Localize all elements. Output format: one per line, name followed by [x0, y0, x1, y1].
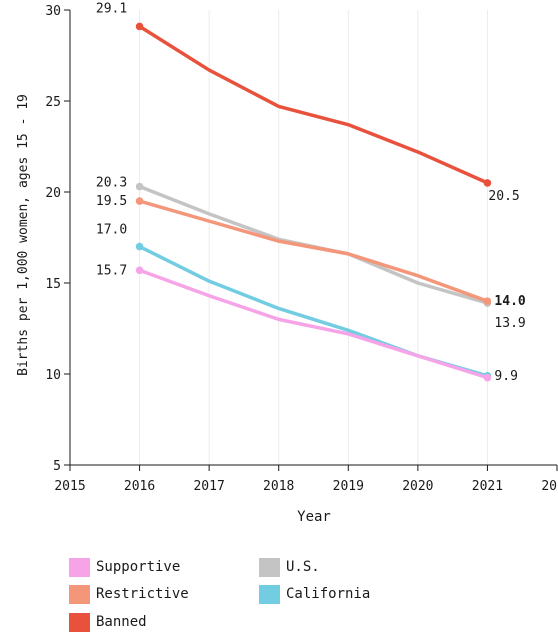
point-u-s [135, 182, 144, 191]
series-lines [135, 22, 492, 382]
point-supportive [135, 266, 144, 275]
point-supportive [483, 373, 492, 382]
data-label: 20.3 [96, 176, 127, 191]
legend-item-california: California [259, 584, 370, 604]
legend-label: Restrictive [96, 586, 189, 602]
grid-lines [139, 10, 488, 465]
x-tick-label: 2018 [263, 479, 294, 494]
series-line-restrictive [137, 199, 490, 303]
x-tick-label: 2022 [541, 479, 558, 494]
y-tick-label: 10 [45, 368, 61, 383]
legend-item-supportive: Supportive [69, 557, 180, 577]
data-label: 19.5 [96, 194, 127, 209]
y-tick-label: 25 [45, 95, 61, 110]
data-labels: 29.1 20.3 19.5 17.0 15.7 20.5 14.0 13.9 9.9 [96, 1, 526, 383]
legend-item-banned: Banned [69, 612, 147, 632]
legend-swatch [259, 584, 280, 604]
legend-item-restrictive: Restrictive [69, 584, 189, 604]
point-california [135, 242, 144, 251]
data-label: 15.7 [96, 263, 127, 278]
point-banned [135, 22, 144, 31]
y-axis-label: Births per 1,000 women, ages 15 - 19 [16, 94, 31, 376]
point-banned [483, 179, 492, 187]
x-tick-label: 2017 [193, 479, 224, 494]
x-tick-label: 2021 [472, 479, 503, 494]
axes: 2015 2016 2017 2018 2019 2020 2021 2022 5 10 15 20 2… [45, 4, 558, 494]
x-axis-label: Year [297, 509, 331, 525]
series-line-california [137, 244, 490, 378]
data-label: 13.9 [494, 316, 525, 331]
y-tick-label: 30 [45, 4, 61, 19]
series-line-u-s [137, 184, 490, 305]
data-label: 14.0 [494, 294, 525, 309]
legend-label: California [286, 586, 371, 602]
data-label: 29.1 [96, 1, 127, 16]
point-restrictive [135, 197, 144, 205]
data-label: 17.0 [96, 223, 127, 238]
data-label: 20.5 [488, 189, 519, 204]
line-chart: 2015 2016 2017 2018 2019 2020 2021 2022 5 10 15 20 2… [16, 1, 558, 525]
y-tick-label: 15 [45, 277, 61, 292]
x-tick-label: 2016 [124, 479, 155, 494]
x-tick-label: 2019 [333, 479, 364, 494]
legend-label: Supportive [96, 559, 181, 575]
legend: Supportive Restrictive Banned U.S. Californi… [69, 557, 489, 632]
series-line-supportive [137, 268, 490, 380]
x-tick-label: 2015 [54, 479, 85, 494]
legend-swatch [69, 584, 90, 604]
x-tick-label: 2020 [402, 479, 433, 494]
series-line-banned [137, 24, 490, 185]
legend-swatch [259, 557, 280, 577]
legend-label: Banned [96, 614, 147, 630]
y-tick-label: 20 [45, 186, 61, 201]
legend-label: U.S. [286, 559, 320, 575]
legend-swatch [69, 557, 90, 577]
y-tick-label: 5 [53, 459, 61, 474]
point-restrictive [483, 297, 492, 306]
legend-swatch [69, 612, 90, 632]
legend-item-u-s: U.S. [259, 557, 320, 577]
data-label: 9.9 [494, 369, 517, 384]
